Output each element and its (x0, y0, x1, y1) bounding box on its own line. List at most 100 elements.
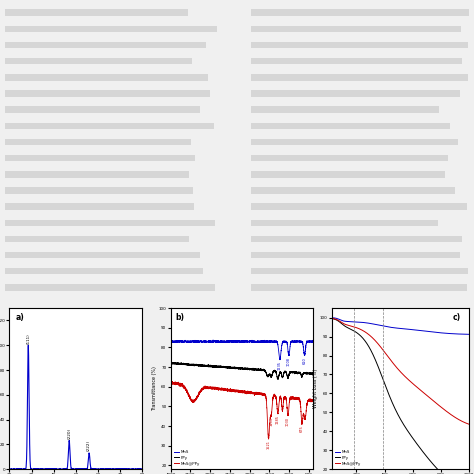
Line: MnS@PPy: MnS@PPy (171, 382, 313, 439)
Bar (5, 26, 218, 32)
Y-axis label: Transmittance (%): Transmittance (%) (152, 366, 157, 411)
MnS (310, 339, 316, 345)
Bar (251, 284, 467, 291)
MnS@PPy (222, 387, 228, 392)
MnS (228, 338, 234, 344)
MnS (329, 315, 335, 320)
PPy (310, 370, 316, 376)
Text: (220): (220) (67, 428, 71, 439)
MnS (463, 331, 468, 337)
Bar (251, 139, 458, 145)
MnS@PPy (168, 380, 173, 386)
Bar (251, 26, 461, 32)
MnS@PPy (392, 363, 398, 368)
Bar (5, 155, 195, 161)
Bar (251, 74, 468, 81)
Bar (5, 203, 194, 210)
Line: PPy: PPy (171, 362, 313, 379)
MnS (392, 325, 398, 331)
Text: a): a) (16, 313, 25, 322)
MnS@PPy (292, 397, 298, 402)
PPy (396, 413, 401, 419)
Bar (5, 123, 214, 129)
PPy (228, 365, 234, 371)
Legend: MnS, PPy, MnS@PPy: MnS, PPy, MnS@PPy (334, 448, 363, 467)
Bar (5, 236, 189, 242)
Y-axis label: Weight Loss (%): Weight Loss (%) (313, 369, 319, 408)
Bar (5, 74, 208, 81)
MnS@PPy (336, 318, 342, 323)
MnS@PPy (192, 397, 198, 403)
Text: 1235: 1235 (278, 361, 282, 370)
MnS (336, 316, 342, 322)
Bar (251, 252, 460, 258)
MnS (210, 337, 216, 343)
PPy (184, 362, 190, 367)
Line: MnS: MnS (171, 340, 313, 360)
Bar (5, 171, 189, 177)
MnS (292, 339, 298, 345)
Text: 1285: 1285 (276, 415, 280, 424)
PPy (275, 376, 281, 382)
PPy (392, 406, 398, 411)
MnS@PPy (329, 316, 335, 321)
Text: 1453: 1453 (269, 417, 273, 426)
PPy (307, 371, 313, 377)
MnS@PPy (184, 389, 190, 395)
PPy (329, 316, 335, 321)
MnS (437, 330, 443, 336)
Bar (251, 106, 439, 113)
Bar (251, 123, 450, 129)
Bar (251, 58, 462, 64)
Bar (5, 9, 188, 16)
MnS@PPy (466, 421, 472, 427)
Bar (5, 58, 192, 64)
PPy (168, 360, 173, 366)
Line: MnS: MnS (332, 318, 469, 334)
MnS@PPy (307, 397, 313, 402)
MnS@PPy (437, 403, 443, 409)
Bar (251, 9, 469, 16)
Text: (222): (222) (87, 440, 91, 451)
Bar (5, 187, 193, 194)
PPy (170, 359, 175, 365)
MnS@PPy (169, 379, 174, 384)
Text: c): c) (453, 313, 461, 322)
Legend: MnS, PPy, MnS@PPy: MnS, PPy, MnS@PPy (173, 448, 201, 467)
Line: PPy: PPy (332, 319, 469, 474)
Text: (111): (111) (26, 333, 30, 344)
Bar (5, 268, 203, 274)
MnS@PPy (265, 436, 271, 442)
MnS (396, 326, 401, 331)
MnS@PPy (463, 420, 468, 426)
Bar (5, 106, 200, 113)
Text: b): b) (175, 313, 184, 322)
Bar (5, 42, 206, 48)
Bar (251, 90, 460, 97)
Bar (5, 90, 210, 97)
Text: 1030: 1030 (286, 417, 290, 426)
MnS (184, 338, 190, 344)
Bar (251, 187, 456, 194)
Bar (251, 219, 438, 226)
PPy (437, 469, 443, 474)
MnS (192, 338, 198, 344)
MnS@PPy (396, 367, 401, 373)
Bar (251, 236, 462, 242)
MnS@PPy (228, 387, 234, 393)
Bar (251, 268, 468, 274)
MnS (462, 331, 468, 337)
MnS@PPy (462, 420, 468, 426)
Text: 610: 610 (302, 357, 307, 364)
MnS (466, 331, 472, 337)
MnS (307, 338, 313, 344)
PPy (336, 319, 342, 324)
MnS (277, 357, 283, 363)
Bar (251, 155, 448, 161)
MnS@PPy (310, 398, 316, 403)
PPy (222, 365, 228, 370)
Text: 1008: 1008 (287, 357, 291, 366)
Text: 1521: 1521 (266, 440, 271, 449)
Line: MnS@PPy: MnS@PPy (332, 319, 469, 424)
PPy (292, 369, 298, 375)
